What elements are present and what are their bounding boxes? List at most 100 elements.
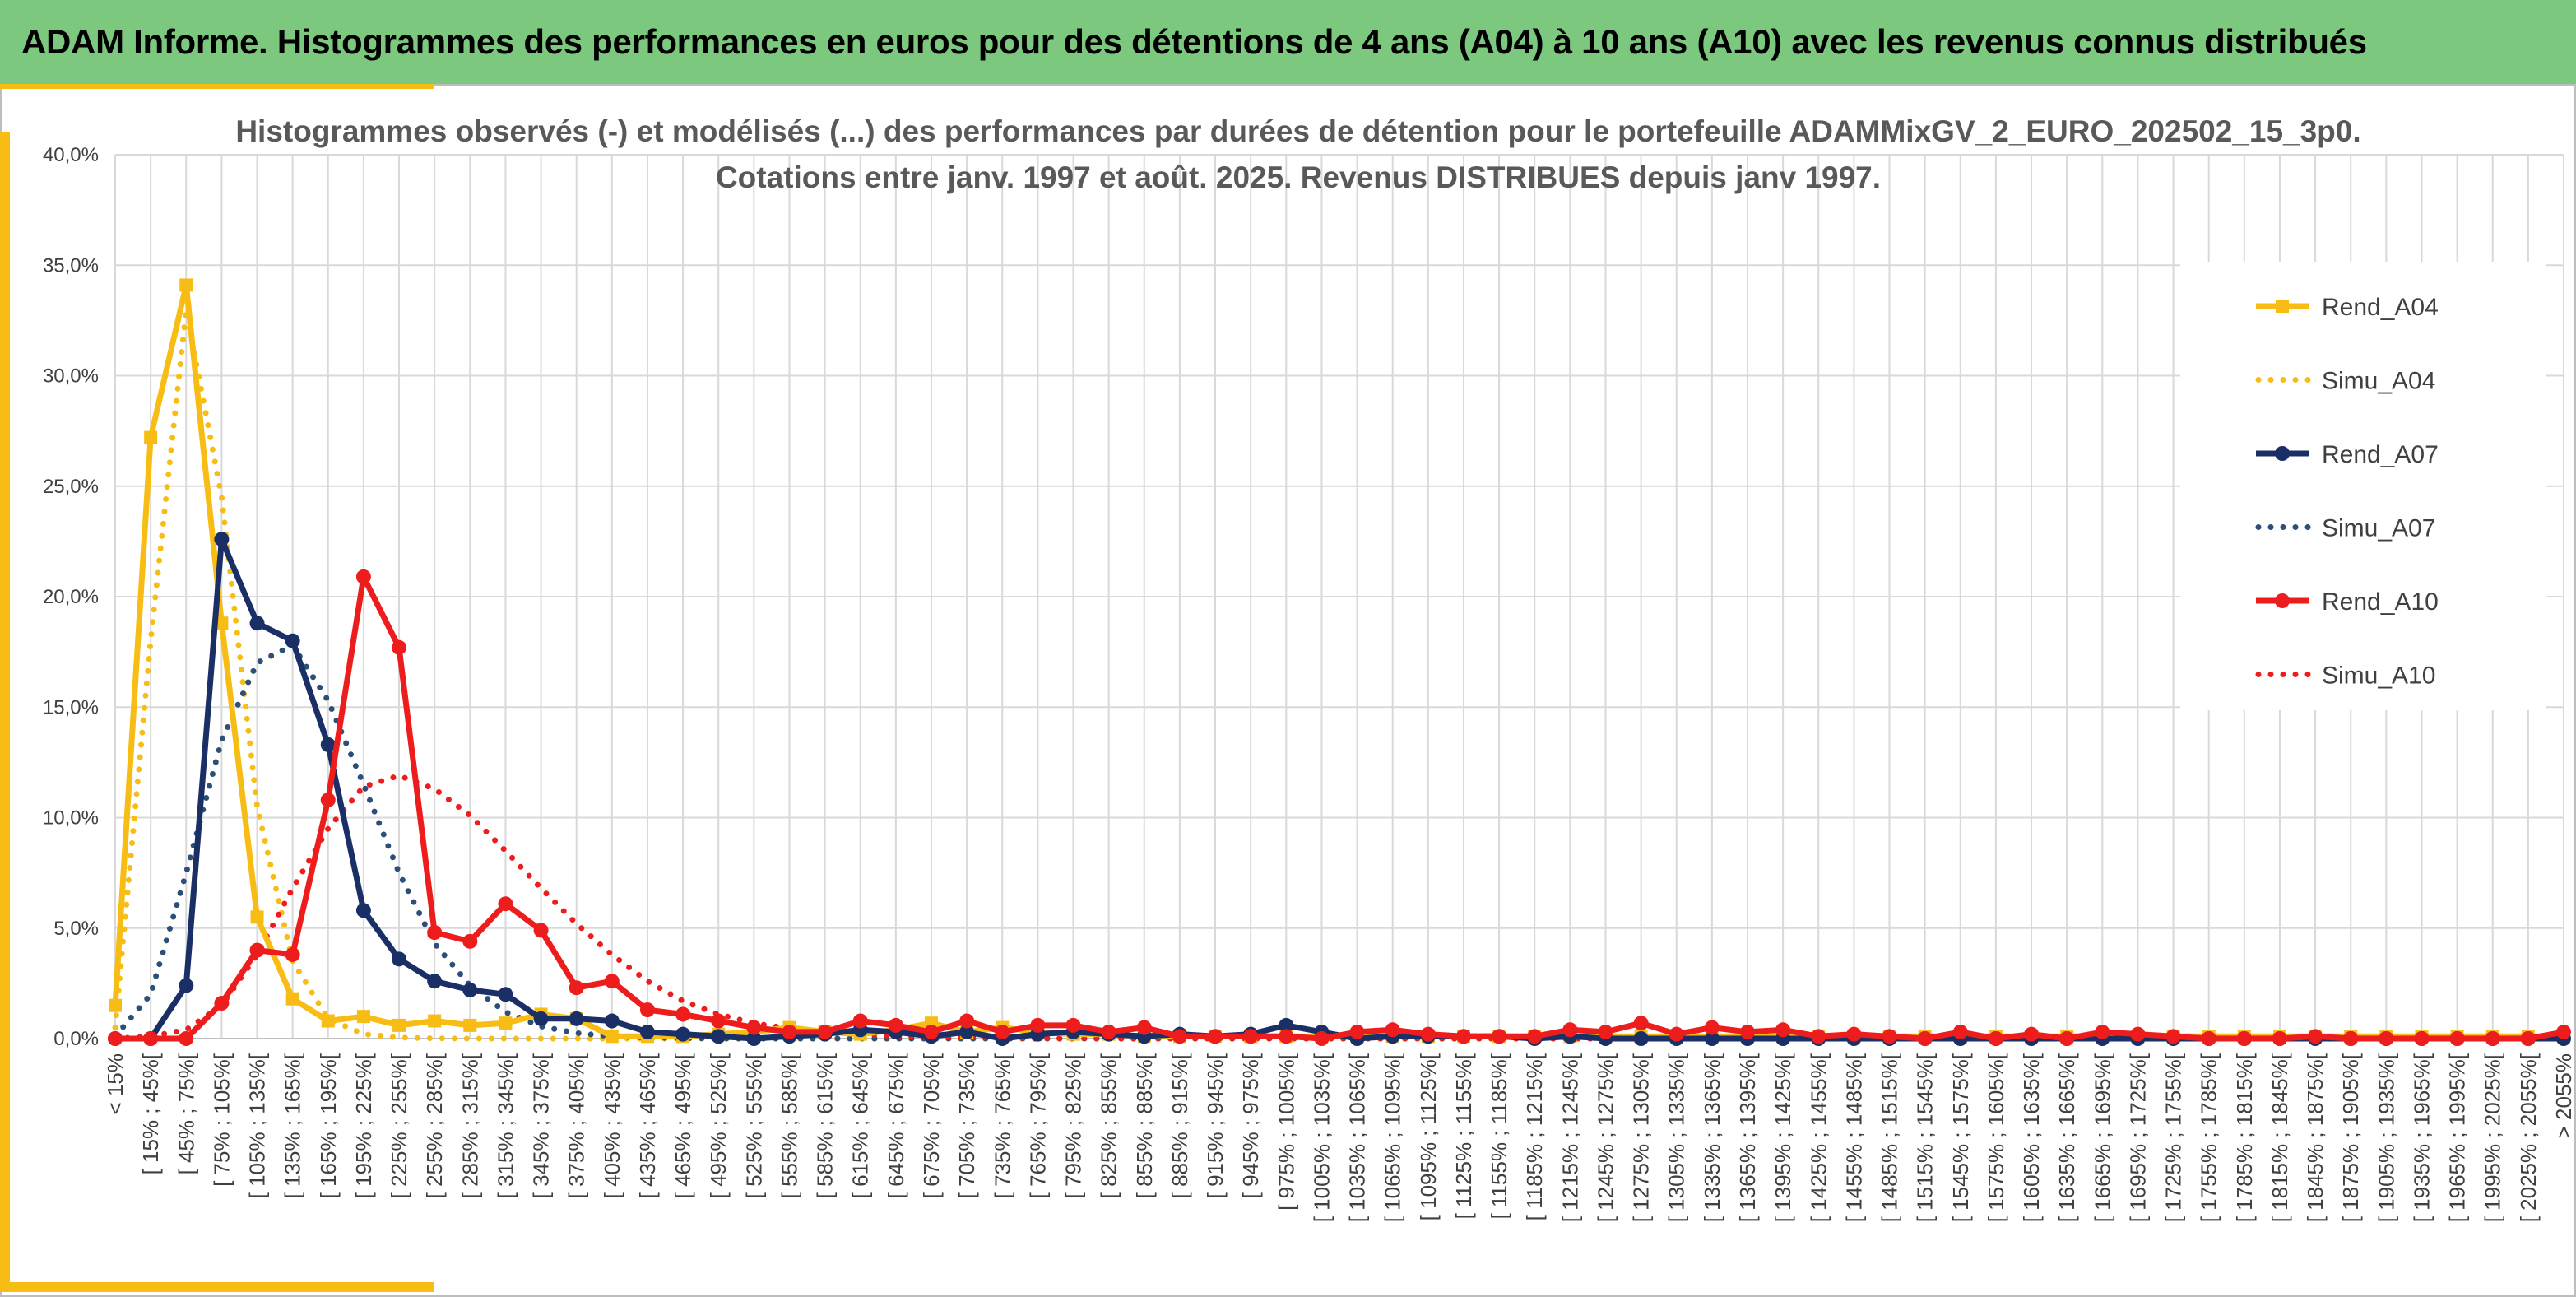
data-point-rend-a07 xyxy=(355,903,371,918)
y-tick-label: 10,0% xyxy=(43,807,99,830)
x-tick-label: [ 225% ; 255%[ xyxy=(387,1053,411,1198)
data-point-rend-a04 xyxy=(605,1030,619,1044)
data-point-rend-a07 xyxy=(392,951,407,967)
legend-label: Rend_A10 xyxy=(2322,588,2439,616)
x-tick-label: [ 1005% ; 1035%[ xyxy=(1309,1053,1334,1222)
data-point-rend-a10 xyxy=(2059,1031,2075,1046)
data-point-rend-a10 xyxy=(1917,1031,1933,1046)
data-point-rend-a07 xyxy=(533,1011,549,1026)
legend-label: Rend_A04 xyxy=(2322,294,2439,321)
legend-marker xyxy=(2276,300,2289,313)
x-tick-label: [ 105% ; 135%[ xyxy=(245,1053,270,1198)
x-tick-label: [ 1995% ; 2025%[ xyxy=(2481,1053,2505,1222)
data-point-rend-a10 xyxy=(1740,1024,1755,1039)
data-point-rend-a10 xyxy=(995,1024,1010,1039)
data-point-rend-a10 xyxy=(2343,1031,2359,1046)
data-point-rend-a04 xyxy=(392,1018,406,1032)
data-point-rend-a07 xyxy=(285,633,300,648)
x-tick-label: [ 285% ; 315%[ xyxy=(457,1053,482,1198)
x-tick-label: [ 1875% ; 1905%[ xyxy=(2338,1053,2363,1222)
x-axis-tick-labels: < 15% [ 15% ; 45%[[ 45% ; 75%[[ 75% ; 105… xyxy=(103,1053,2576,1222)
data-point-rend-a10 xyxy=(392,639,407,655)
x-tick-label: [ 375% ; 405%[ xyxy=(564,1053,589,1198)
data-point-rend-a10 xyxy=(1633,1016,1649,1031)
x-tick-label: [ 1245% ; 1275%[ xyxy=(1593,1053,1618,1222)
x-tick-label: [ 1755% ; 1785%[ xyxy=(2197,1053,2221,1222)
x-tick-label: [ 825% ; 855%[ xyxy=(1097,1053,1121,1198)
data-point-rend-a04 xyxy=(285,992,299,1006)
x-tick-label: [ 465% ; 495%[ xyxy=(671,1053,695,1198)
data-point-rend-a10 xyxy=(639,1002,655,1018)
x-tick-label: [ 675% ; 705%[ xyxy=(919,1053,944,1198)
data-point-rend-a10 xyxy=(1846,1026,1862,1042)
data-point-rend-a10 xyxy=(1988,1031,2003,1046)
chart-title: Histogrammes observés (-) et modélisés (… xyxy=(235,114,2360,194)
x-tick-label: [ 15% ; 45%[ xyxy=(138,1053,163,1174)
x-tick-label: [ 1605% ; 1635%[ xyxy=(2019,1053,2044,1222)
x-tick-label: [ 1275% ; 1305%[ xyxy=(1629,1053,1654,1222)
x-tick-label: [ 1395% ; 1425%[ xyxy=(1771,1053,1795,1222)
data-point-rend-a10 xyxy=(2308,1029,2323,1044)
data-point-rend-a10 xyxy=(2414,1031,2430,1046)
x-tick-label: [ 405% ; 435%[ xyxy=(600,1053,624,1198)
data-point-rend-a10 xyxy=(1065,1017,1081,1033)
x-tick-label: [ 645% ; 675%[ xyxy=(884,1053,908,1198)
data-point-rend-a04 xyxy=(109,998,122,1012)
data-point-rend-a10 xyxy=(108,1031,123,1046)
data-point-rend-a10 xyxy=(355,569,371,584)
x-tick-label: [ 135% ; 165%[ xyxy=(281,1053,305,1198)
x-tick-label: [ 735% ; 765%[ xyxy=(990,1053,1014,1198)
x-tick-label: < 15% xyxy=(103,1053,128,1114)
data-point-rend-a10 xyxy=(782,1024,797,1039)
x-tick-label: [ 1965% ; 1995%[ xyxy=(2445,1053,2470,1222)
y-tick-label: 30,0% xyxy=(43,365,99,388)
data-point-rend-a04 xyxy=(428,1014,442,1028)
data-point-rend-a10 xyxy=(1492,1029,1507,1044)
x-tick-label: [ 1815% ; 1845%[ xyxy=(2267,1053,2292,1222)
y-tick-label: 0,0% xyxy=(53,1028,99,1050)
data-point-rend-a07 xyxy=(1633,1031,1649,1046)
legend-marker xyxy=(2275,593,2290,608)
data-point-rend-a10 xyxy=(2485,1031,2500,1046)
data-point-rend-a07 xyxy=(675,1026,691,1042)
data-point-rend-a10 xyxy=(2165,1029,2181,1044)
y-tick-label: 35,0% xyxy=(43,254,99,277)
data-point-rend-a10 xyxy=(1882,1029,1897,1044)
x-tick-label: [ 1125% ; 1155%[ xyxy=(1451,1053,1476,1219)
data-point-rend-a07 xyxy=(214,532,230,547)
data-point-rend-a10 xyxy=(1704,1020,1720,1035)
data-point-rend-a04 xyxy=(356,1010,370,1024)
data-point-rend-a04 xyxy=(179,278,193,292)
x-tick-label: [ 1035% ; 1065%[ xyxy=(1345,1053,1370,1222)
x-tick-label: [ 945% ; 975%[ xyxy=(1238,1053,1263,1198)
x-tick-label: [ 1215% ; 1245%[ xyxy=(1557,1053,1582,1222)
data-point-rend-a04 xyxy=(144,430,158,444)
series-line-rend-a10 xyxy=(115,574,2564,1042)
data-point-rend-a10 xyxy=(1101,1024,1116,1039)
data-point-rend-a07 xyxy=(427,974,443,989)
data-point-rend-a07 xyxy=(320,737,336,752)
y-tick-label: 20,0% xyxy=(43,586,99,608)
data-point-rend-a10 xyxy=(1243,1029,1259,1044)
data-point-rend-a07 xyxy=(1279,1017,1294,1033)
header-banner: ADAM Informe. Histogrammes des performan… xyxy=(0,0,2576,84)
x-tick-label: [ 1065% ; 1095%[ xyxy=(1381,1053,1405,1222)
data-point-rend-a10 xyxy=(2201,1031,2216,1046)
x-tick-label: [ 1845% ; 1875%[ xyxy=(2303,1053,2328,1222)
data-point-rend-a07 xyxy=(959,1024,975,1039)
data-point-rend-a10 xyxy=(533,923,549,938)
data-point-rend-a10 xyxy=(1527,1029,1543,1044)
data-point-rend-a04 xyxy=(499,1016,513,1030)
x-tick-label: [ 1515% ; 1545%[ xyxy=(1913,1053,1938,1222)
data-point-rend-a10 xyxy=(746,1020,762,1035)
data-point-rend-a07 xyxy=(462,982,478,997)
x-tick-label: [ 525% ; 555%[ xyxy=(741,1053,766,1198)
x-tick-label: [ 1935% ; 1965%[ xyxy=(2409,1053,2434,1222)
x-tick-label: [ 1725% ; 1755%[ xyxy=(2161,1053,2186,1222)
data-point-rend-a04 xyxy=(215,616,229,630)
chart-frame xyxy=(0,84,2576,1297)
frame-accent-top xyxy=(0,84,434,89)
page-title: ADAM Informe. Histogrammes des performan… xyxy=(21,22,2367,61)
data-point-rend-a10 xyxy=(285,946,300,962)
data-point-rend-a10 xyxy=(711,1013,726,1029)
